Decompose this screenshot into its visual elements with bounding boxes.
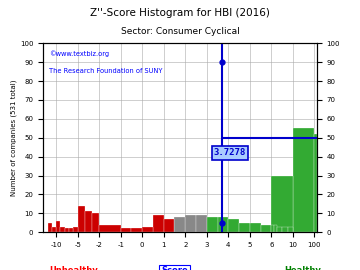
Bar [164,219,175,232]
Bar [121,228,131,232]
Bar [48,223,52,232]
Text: The Research Foundation of SUNY: The Research Foundation of SUNY [49,68,162,74]
Text: Sector: Consumer Cyclical: Sector: Consumer Cyclical [121,27,239,36]
Bar [65,228,69,232]
Bar [228,219,239,232]
Bar [92,213,99,232]
Bar [56,221,60,232]
Bar [52,227,56,232]
Bar [99,225,121,232]
Bar [239,223,250,232]
Bar [261,225,271,232]
Bar [274,225,277,232]
Bar [185,215,196,232]
Bar [142,227,153,232]
Text: Healthy: Healthy [285,266,321,270]
Bar [78,206,85,232]
Bar [314,134,317,232]
Bar [271,176,293,232]
Text: Score: Score [161,266,188,270]
Bar [131,228,142,232]
Bar [60,227,65,232]
Bar [282,227,288,232]
Text: Z''-Score Histogram for HBI (2016): Z''-Score Histogram for HBI (2016) [90,8,270,18]
Bar [217,217,228,232]
Text: Unhealthy: Unhealthy [49,266,98,270]
Text: ©www.textbiz.org: ©www.textbiz.org [49,51,109,58]
Text: 3.7278: 3.7278 [214,148,246,157]
Bar [175,217,185,232]
Bar [250,223,261,232]
Bar [207,217,217,232]
Bar [293,128,314,232]
Y-axis label: Number of companies (531 total): Number of companies (531 total) [11,79,17,196]
Bar [73,227,78,232]
Bar [69,228,73,232]
Bar [271,225,274,232]
Bar [277,227,282,232]
Bar [196,215,207,232]
Bar [153,215,164,232]
Bar [288,227,293,232]
Bar [85,211,92,232]
